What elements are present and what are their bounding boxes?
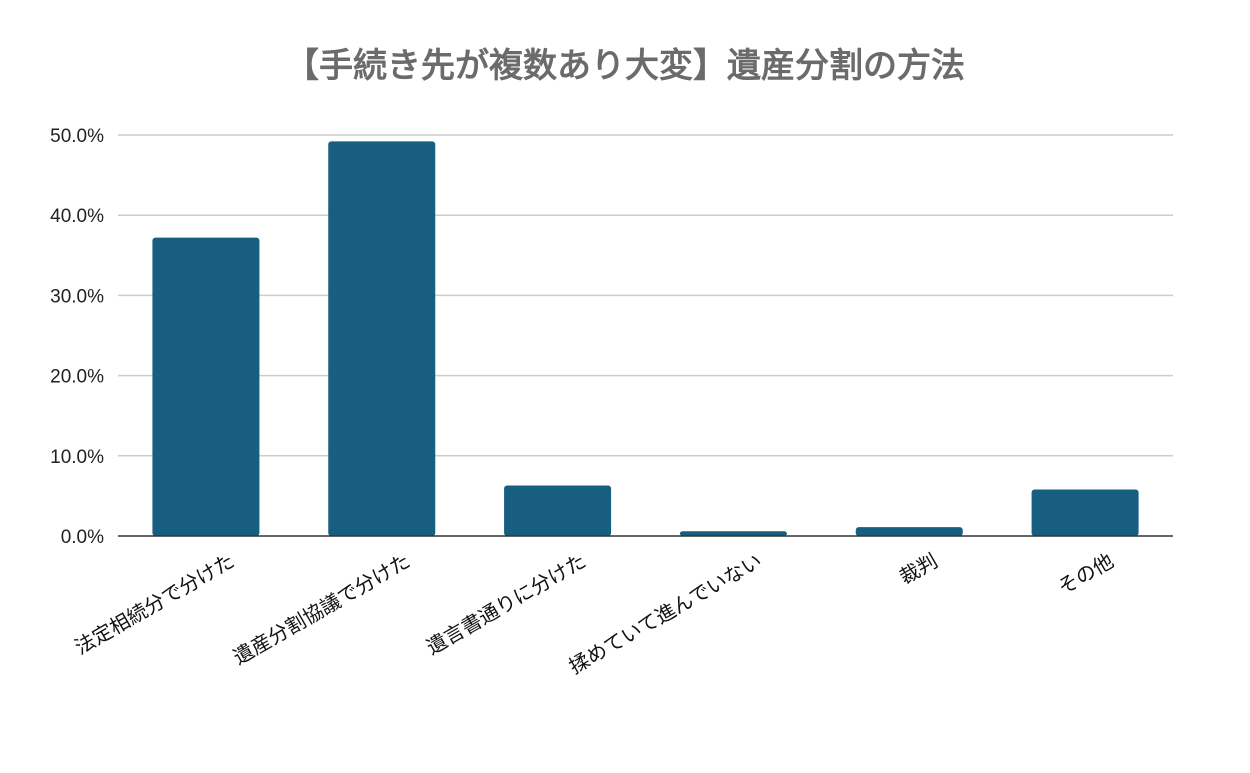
x-tick-label: 裁判	[895, 549, 942, 590]
bar	[1031, 489, 1139, 536]
chart-title: 【手続き先が複数あり大変】遺産分割の方法	[285, 46, 965, 86]
y-tick-label: 40.0%	[50, 206, 104, 227]
bar	[328, 141, 436, 536]
y-tick-label: 30.0%	[50, 286, 104, 307]
bar	[152, 237, 260, 536]
x-tick-label: 法定相続分で分けた	[71, 549, 239, 660]
y-tick-label: 20.0%	[50, 367, 104, 388]
bar	[504, 485, 612, 536]
y-tick-label: 50.0%	[50, 126, 104, 147]
x-tick-label: 揉めていて進んでいない	[565, 549, 766, 679]
x-tick-label: 遺言書通りに分けた	[422, 549, 590, 660]
bar	[679, 531, 787, 536]
bar	[855, 527, 963, 536]
x-tick-label: 遺産分割協議で分けた	[229, 549, 414, 670]
y-tick-label: 0.0%	[61, 527, 104, 548]
y-tick-label: 10.0%	[50, 447, 104, 468]
x-tick-label: その他	[1054, 549, 1118, 600]
